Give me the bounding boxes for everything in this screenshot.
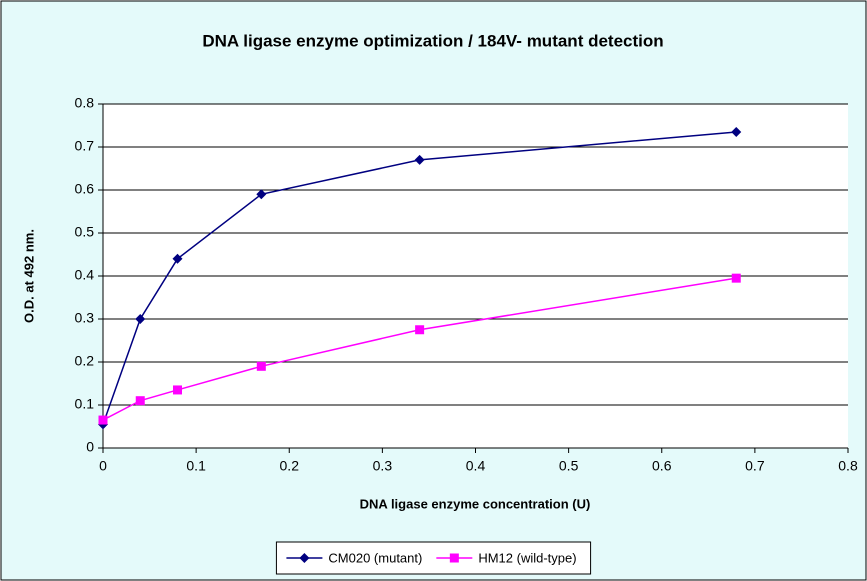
- x-tick-label: 0.6: [652, 458, 672, 474]
- x-tick-label: 0.4: [466, 458, 486, 474]
- x-tick-label: 0.2: [280, 458, 300, 474]
- chart: DNA ligase enzyme optimization / 184V- m…: [0, 0, 867, 581]
- x-tick-label: 0.7: [745, 458, 765, 474]
- x-tick-label: 0.5: [559, 458, 579, 474]
- x-tick-label: 0: [99, 458, 107, 474]
- legend-text: CM020 (mutant): [328, 550, 422, 565]
- y-tick-label: 0.8: [75, 95, 95, 111]
- y-axis-label: O.D. at 492 nm.: [21, 229, 36, 323]
- legend-marker: [450, 554, 459, 563]
- y-tick-label: 0.2: [75, 353, 95, 369]
- data-point: [99, 416, 108, 425]
- data-point: [257, 362, 266, 371]
- chart-title: DNA ligase enzyme optimization / 184V- m…: [202, 31, 663, 50]
- x-tick-label: 0.3: [373, 458, 393, 474]
- data-point: [415, 325, 424, 334]
- data-point: [732, 274, 741, 283]
- y-tick-label: 0.7: [75, 138, 95, 154]
- y-tick-label: 0.4: [75, 267, 95, 283]
- y-tick-label: 0.3: [75, 310, 95, 326]
- x-tick-label: 0.8: [838, 458, 858, 474]
- y-tick-label: 0: [86, 439, 94, 455]
- y-tick-label: 0.6: [75, 181, 95, 197]
- y-tick-label: 0.5: [75, 224, 95, 240]
- x-tick-label: 0.1: [186, 458, 206, 474]
- data-point: [136, 396, 145, 405]
- y-tick-label: 0.1: [75, 396, 95, 412]
- x-axis-label: DNA ligase enzyme concentration (U): [360, 496, 591, 511]
- data-point: [173, 385, 182, 394]
- legend: CM020 (mutant) HM12 (wild-type): [276, 542, 590, 574]
- legend-text: HM12 (wild-type): [478, 550, 576, 565]
